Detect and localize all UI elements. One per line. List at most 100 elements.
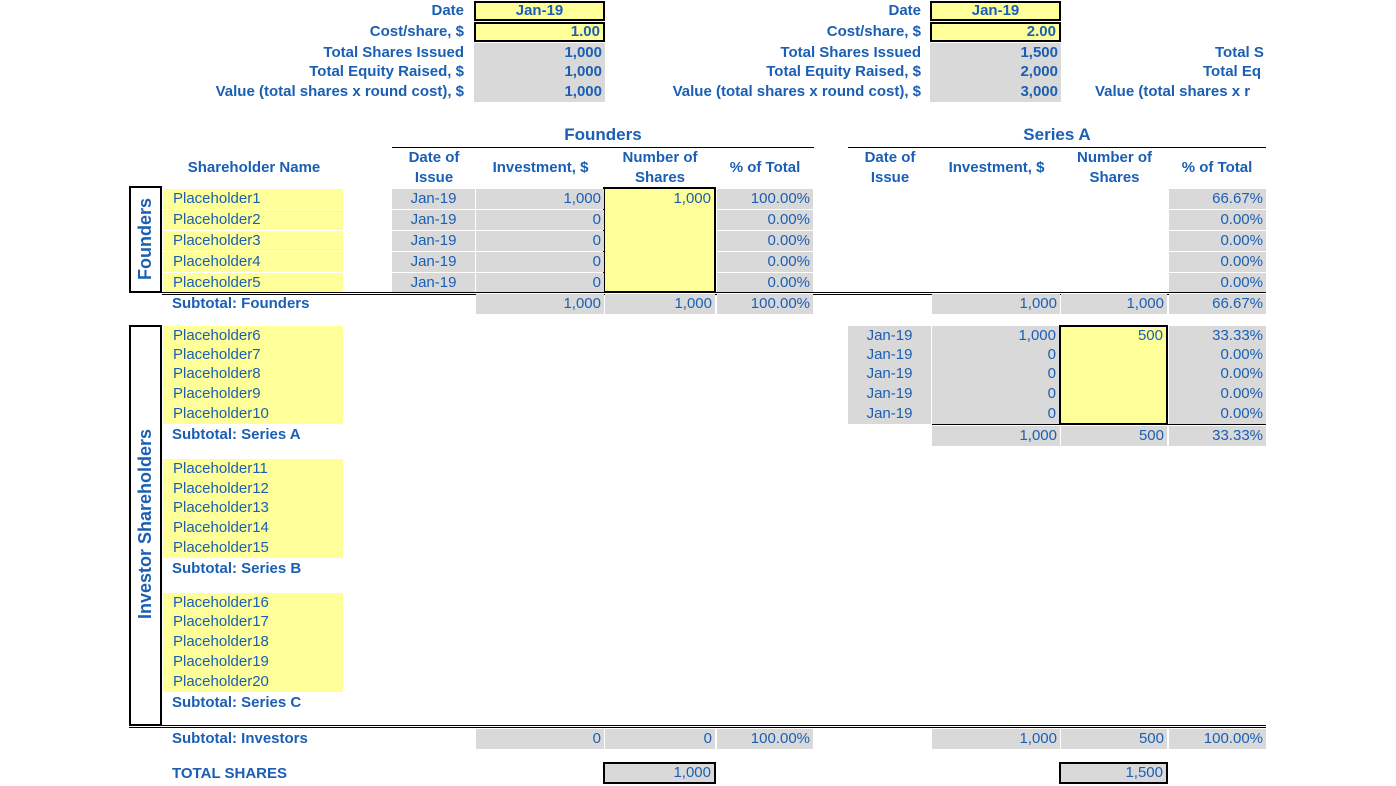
founders-shares-input-box (603, 187, 716, 293)
series-a-pct-cell: 0.00% (1169, 231, 1266, 251)
shareholder-name-input[interactable]: Placeholder9 (163, 384, 343, 404)
founders-investors-subtotal-pct: 100.00% (717, 729, 813, 749)
total-shares-label: TOTAL SHARES (172, 765, 288, 782)
series-a-subtotal-pct: 33.33% (1169, 426, 1266, 446)
shareholder-name-input[interactable]: Placeholder14 (163, 518, 343, 538)
founders-total-shares-issued: 1,000 (474, 43, 605, 63)
series-c-subtotal-label: Subtotal: Series C (172, 694, 302, 711)
founders-date-cell: Jan-19 (392, 252, 475, 272)
clipped-total-shares-label: Total S (1215, 44, 1264, 61)
shareholder-name-input[interactable]: Placeholder4 (163, 252, 343, 272)
series-a-investors-subtotal-pct: 100.00% (1169, 729, 1266, 749)
shareholder-name-input[interactable]: Placeholder12 (163, 479, 343, 499)
shareholder-name-input[interactable]: Placeholder6 (163, 326, 343, 346)
investors-group-label: Investor Shareholders (135, 428, 155, 620)
investors-subtotal-label: Subtotal: Investors (172, 730, 308, 747)
series-a-pct-cell: 33.33% (1169, 326, 1266, 346)
series-a-pct-cell: 0.00% (1169, 273, 1266, 293)
founders-pct-cell: 0.00% (717, 252, 813, 272)
series-a-shares-input[interactable]: 500 (1137, 327, 1163, 344)
shareholder-name-input[interactable]: Placeholder10 (163, 404, 343, 424)
founders-subtotal-investment: 1,000 (476, 294, 604, 314)
founders-pct-cell: 0.00% (717, 273, 813, 293)
total-equity-raised-label: Total Equity Raised, $ (309, 63, 464, 80)
series-a-date-input[interactable]: Jan-19 (930, 1, 1061, 21)
series-a-subtotal-label: Subtotal: Series A (172, 426, 301, 443)
col-founders-shares-l2: Shares (634, 169, 686, 186)
founders-total-equity-raised: 1,000 (474, 62, 605, 82)
series-a-date-cell: Jan-19 (848, 364, 931, 384)
shareholder-name-input[interactable]: Placeholder8 (163, 364, 343, 384)
shareholder-name-input[interactable]: Placeholder15 (163, 538, 343, 558)
total-equity-raised-label: Total Equity Raised, $ (766, 63, 921, 80)
founders-shares-input[interactable] (606, 273, 714, 293)
series-a-shares-input[interactable] (1062, 404, 1166, 424)
col-series-a-shares-l1: Number of (1077, 149, 1152, 166)
founders-investment-cell: 0 (476, 252, 604, 272)
series-a-founders-subtotal-investment: 1,000 (932, 294, 1060, 314)
shareholder-name-input[interactable]: Placeholder3 (163, 231, 343, 251)
series-a-investors-subtotal-shares: 500 (1061, 729, 1167, 749)
shareholder-name-input[interactable]: Placeholder2 (163, 210, 343, 230)
series-a-shares-input[interactable] (1062, 384, 1166, 404)
series-a-shares-input[interactable] (1062, 364, 1166, 384)
series-a-investment-cell: 0 (932, 404, 1059, 424)
founders-investment-cell: 0 (476, 231, 604, 251)
founders-shares-input[interactable] (606, 210, 714, 230)
series-a-cost-share-input[interactable]: 2.00 (930, 22, 1061, 42)
shareholder-name-input[interactable]: Placeholder18 (163, 632, 343, 652)
shareholder-name-input[interactable]: Placeholder16 (163, 593, 343, 613)
series-a-pct-cell: 0.00% (1169, 384, 1266, 404)
series-a-pct-cell: 0.00% (1169, 364, 1266, 384)
section-underline-series-a (848, 147, 1266, 148)
col-series-a-shares-l2: Shares (1089, 169, 1140, 186)
shareholder-name-input[interactable]: Placeholder7 (163, 345, 343, 365)
series-a-shares-input-box (1059, 325, 1168, 425)
series-b-subtotal-label: Subtotal: Series B (172, 560, 302, 577)
founders-shares-input[interactable]: 1,000 (673, 190, 711, 207)
series-a-pct-cell: 0.00% (1169, 404, 1266, 424)
round-value-label: Value (total shares x round cost), $ (215, 83, 464, 100)
founders-group-bracket (129, 186, 162, 293)
shareholder-name-input[interactable]: Placeholder19 (163, 652, 343, 672)
date-label: Date (431, 2, 464, 19)
investors-subtotal-rule (129, 725, 1266, 728)
series-a-subtotal-shares: 500 (1061, 426, 1167, 446)
series-a-investment-cell: 1,000 (932, 326, 1059, 346)
series-a-subtotal-rule (932, 424, 1266, 425)
series-a-total-shares-issued: 1,500 (930, 43, 1061, 63)
series-a-date-cell: Jan-19 (848, 345, 931, 365)
series-a-founders-subtotal-shares: 1,000 (1061, 294, 1167, 314)
founders-group-label: Founders (135, 198, 155, 281)
series-a-investment-cell: 0 (932, 364, 1059, 384)
shareholder-name-input[interactable]: Placeholder1 (163, 189, 343, 209)
series-a-subtotal-investment: 1,000 (932, 426, 1060, 446)
shareholder-name-input[interactable]: Placeholder20 (163, 672, 343, 692)
founders-pct-cell: 0.00% (717, 210, 813, 230)
shareholder-name-input[interactable]: Placeholder13 (163, 498, 343, 518)
total-shares-issued-label: Total Shares Issued (323, 44, 464, 61)
series-a-investment-cell: 0 (932, 384, 1059, 404)
total-shares-issued-label: Total Shares Issued (780, 44, 921, 61)
series-a-shares-input[interactable] (1062, 345, 1166, 365)
founders-shares-input[interactable] (606, 252, 714, 272)
col-series-a-date-l1: Date of (864, 149, 916, 166)
founders-subtotal-pct: 100.00% (717, 294, 813, 314)
shareholder-name-input[interactable]: Placeholder5 (163, 273, 343, 293)
round-value-label: Value (total shares x round cost), $ (672, 83, 921, 100)
founders-shares-input[interactable] (606, 231, 714, 251)
founders-date-cell: Jan-19 (392, 210, 475, 230)
col-founders-date-l1: Date of (408, 149, 460, 166)
shareholder-name-input[interactable]: Placeholder11 (163, 459, 343, 479)
shareholder-name-input[interactable]: Placeholder17 (163, 612, 343, 632)
founders-date-cell: Jan-19 (392, 189, 475, 209)
col-series-a-date-l2: Issue (870, 169, 910, 186)
section-header-founders: Founders (564, 125, 642, 144)
col-founders-shares-l1: Number of (622, 149, 698, 166)
founders-investment-cell: 0 (476, 210, 604, 230)
founders-investment-cell: 1,000 (476, 189, 604, 209)
founders-cost-share-input[interactable]: 1.00 (474, 22, 605, 42)
founders-investors-subtotal-investment: 0 (476, 729, 604, 749)
founders-total-shares: 1,000 (603, 762, 716, 784)
founders-date-input[interactable]: Jan-19 (474, 1, 605, 21)
